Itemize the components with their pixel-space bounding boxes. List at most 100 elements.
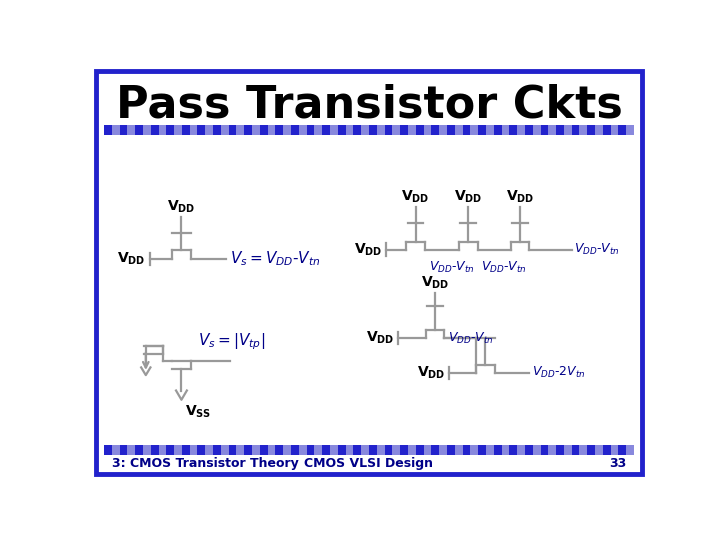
Bar: [150, 125, 158, 135]
Bar: [182, 125, 189, 135]
Text: $\mathbf{V_{DD}}$: $\mathbf{V_{DD}}$: [416, 364, 445, 381]
Bar: [486, 445, 494, 455]
Bar: [104, 445, 112, 455]
Bar: [447, 445, 455, 455]
Bar: [572, 445, 580, 455]
Bar: [533, 445, 541, 455]
Bar: [323, 445, 330, 455]
Bar: [423, 125, 431, 135]
Bar: [392, 125, 400, 135]
Text: $\mathbf{V_{DD}}$: $\mathbf{V_{DD}}$: [167, 199, 196, 215]
Bar: [291, 445, 299, 455]
Bar: [260, 125, 268, 135]
Bar: [377, 445, 384, 455]
Bar: [580, 125, 588, 135]
Text: $V_{DD}$-$V_{tn}$: $V_{DD}$-$V_{tn}$: [448, 330, 494, 346]
Bar: [330, 445, 338, 455]
Bar: [127, 445, 135, 455]
Bar: [588, 445, 595, 455]
Bar: [494, 125, 502, 135]
Bar: [618, 125, 626, 135]
Bar: [197, 125, 205, 135]
Bar: [120, 125, 127, 135]
Text: $V_{DD}$-$V_{tn}$: $V_{DD}$-$V_{tn}$: [575, 242, 620, 257]
Bar: [112, 445, 120, 455]
Text: $\mathbf{V_{DD}}$: $\mathbf{V_{DD}}$: [454, 188, 482, 205]
Bar: [221, 445, 229, 455]
Text: $\mathbf{V_{DD}}$: $\mathbf{V_{DD}}$: [401, 188, 430, 205]
Bar: [189, 125, 197, 135]
Bar: [603, 125, 611, 135]
Text: $V_s = V_{DD}$-$V_{tn}$: $V_s = V_{DD}$-$V_{tn}$: [230, 249, 320, 268]
Bar: [354, 445, 361, 455]
Text: $\mathbf{V_{SS}}$: $\mathbf{V_{SS}}$: [185, 403, 212, 420]
Bar: [361, 125, 369, 135]
Bar: [315, 125, 323, 135]
Bar: [392, 445, 400, 455]
Bar: [541, 445, 549, 455]
Text: $\mathbf{V_{DD}}$: $\mathbf{V_{DD}}$: [366, 330, 395, 346]
Bar: [415, 445, 423, 455]
Text: $\mathbf{V_{DD}}$: $\mathbf{V_{DD}}$: [354, 241, 382, 258]
Bar: [135, 125, 143, 135]
Bar: [283, 445, 291, 455]
Bar: [229, 125, 236, 135]
Bar: [595, 445, 603, 455]
Bar: [431, 125, 439, 135]
Bar: [338, 125, 346, 135]
Bar: [517, 125, 525, 135]
Bar: [517, 445, 525, 455]
Bar: [291, 125, 299, 135]
Bar: [229, 445, 236, 455]
Bar: [478, 125, 486, 135]
Text: $\mathbf{V_{DD}}$: $\mathbf{V_{DD}}$: [506, 188, 534, 205]
Bar: [541, 125, 549, 135]
Bar: [439, 125, 447, 135]
Bar: [447, 125, 455, 135]
Bar: [236, 125, 244, 135]
Text: 33: 33: [609, 457, 626, 470]
Bar: [369, 445, 377, 455]
Text: $V_{DD}$-2$V_{tn}$: $V_{DD}$-2$V_{tn}$: [532, 365, 585, 380]
Bar: [354, 125, 361, 135]
Bar: [205, 445, 213, 455]
Bar: [252, 125, 260, 135]
Bar: [509, 445, 517, 455]
Bar: [307, 445, 315, 455]
Bar: [143, 445, 150, 455]
Bar: [197, 445, 205, 455]
Bar: [611, 445, 618, 455]
Bar: [408, 125, 415, 135]
Bar: [299, 445, 307, 455]
Bar: [244, 445, 252, 455]
Bar: [166, 125, 174, 135]
Bar: [400, 125, 408, 135]
Bar: [213, 125, 221, 135]
Bar: [470, 125, 478, 135]
Bar: [236, 445, 244, 455]
Bar: [431, 445, 439, 455]
Bar: [525, 125, 533, 135]
Bar: [143, 125, 150, 135]
Bar: [260, 445, 268, 455]
Bar: [307, 125, 315, 135]
Bar: [439, 445, 447, 455]
Bar: [478, 445, 486, 455]
Bar: [502, 125, 509, 135]
Bar: [276, 125, 283, 135]
Bar: [455, 445, 462, 455]
Bar: [556, 125, 564, 135]
Bar: [626, 445, 634, 455]
Bar: [462, 125, 470, 135]
Bar: [564, 445, 572, 455]
Text: CMOS VLSI Design: CMOS VLSI Design: [305, 457, 433, 470]
Bar: [330, 125, 338, 135]
Bar: [470, 445, 478, 455]
Bar: [213, 445, 221, 455]
Bar: [603, 445, 611, 455]
Bar: [221, 125, 229, 135]
Bar: [525, 445, 533, 455]
Bar: [384, 125, 392, 135]
Bar: [174, 445, 182, 455]
Bar: [166, 445, 174, 455]
